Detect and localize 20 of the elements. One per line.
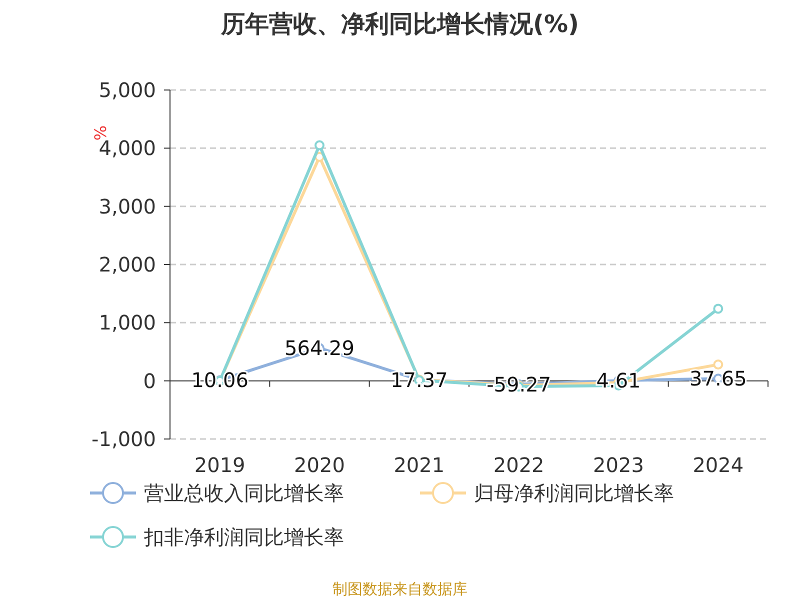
x-tick-label: 2023: [593, 453, 644, 477]
x-tick-label: 2021: [394, 453, 445, 477]
y-tick-label: 1,000: [98, 310, 156, 335]
chart-title: 历年营收、净利同比增长情况(%): [220, 10, 579, 38]
data-label: 4.61: [596, 368, 641, 393]
legend-label: 营业总收入同比增长率: [144, 481, 344, 505]
y-tick-label: 0: [143, 368, 156, 393]
data-label: 564.29: [284, 336, 354, 360]
y-tick-label: 2,000: [98, 252, 156, 276]
x-tick-label: 2024: [692, 453, 744, 477]
x-tick-label: 2020: [294, 453, 345, 477]
x-tick-label: 2019: [194, 453, 246, 477]
y-tick-label: -1,000: [92, 427, 156, 451]
data-label: 17.37: [390, 368, 448, 392]
text: 制图数据来自数据库: [332, 580, 468, 598]
y-tick-label: 5,000: [98, 78, 156, 102]
legend-label: 扣非净利润同比增长率: [143, 525, 344, 549]
legend-label: 归母净利润同比增长率: [474, 481, 674, 505]
x-tick-label: 2022: [493, 453, 544, 477]
y-tick-label: 3,000: [98, 194, 156, 218]
